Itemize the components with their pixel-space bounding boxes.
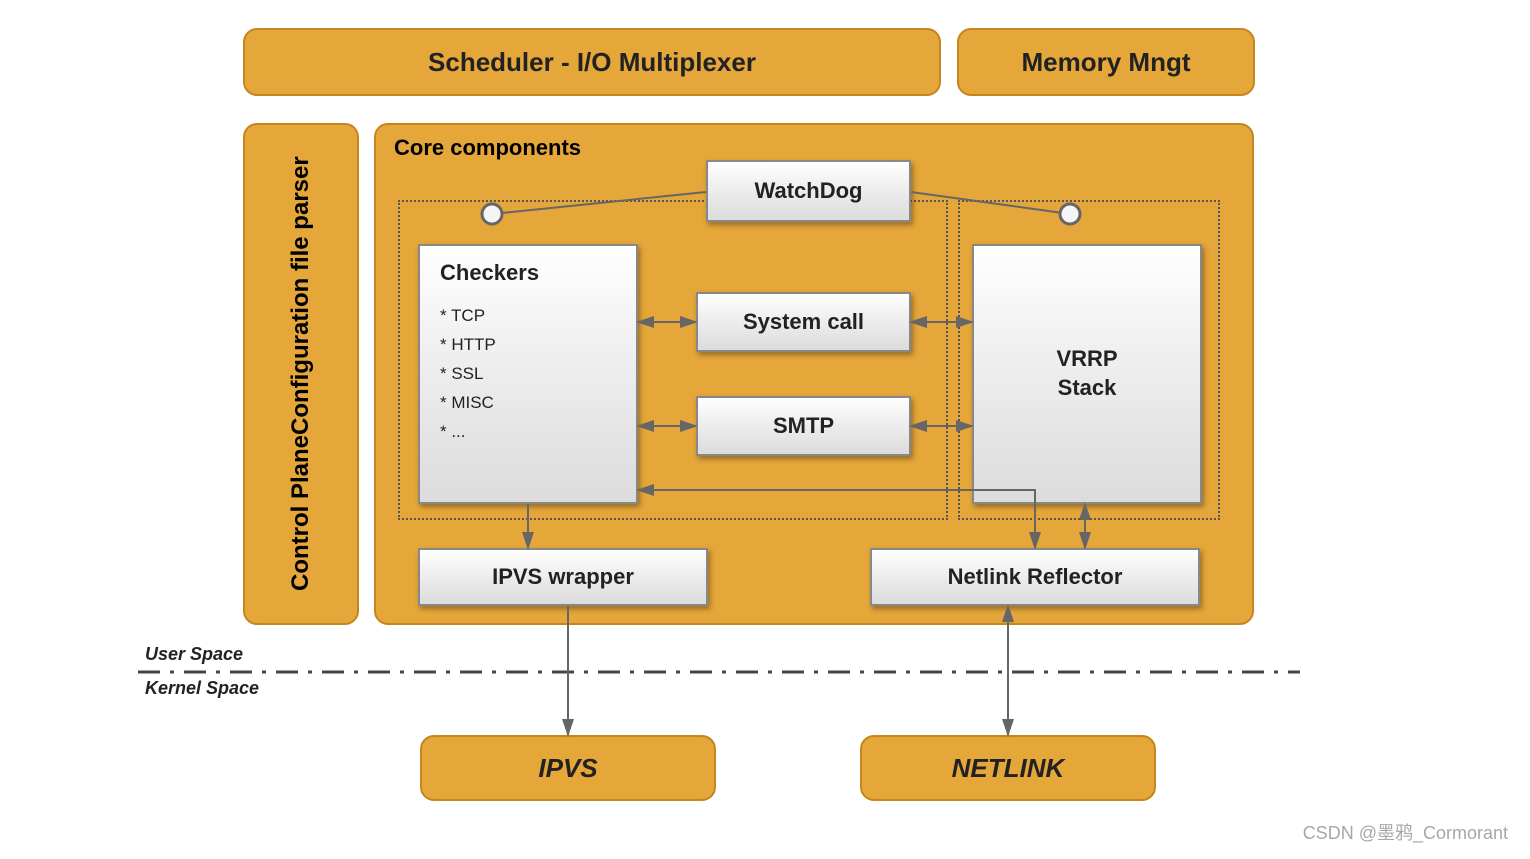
scheduler-label: Scheduler - I/O Multiplexer — [428, 47, 756, 78]
ipvs-box: IPVS — [420, 735, 716, 801]
checkers-list: * TCP * HTTP * SSL * MISC * ... — [440, 302, 616, 446]
system-call-box: System call — [696, 292, 911, 352]
checkers-title: Checkers — [440, 260, 616, 286]
list-item: * TCP — [440, 302, 616, 331]
memory-mngt-label: Memory Mngt — [1022, 47, 1191, 78]
ipvs-wrapper-box: IPVS wrapper — [418, 548, 708, 606]
user-space-label: User Space — [145, 644, 243, 665]
core-components-title: Core components — [394, 135, 581, 161]
netlink-reflector-label: Netlink Reflector — [948, 564, 1123, 590]
memory-mngt-box: Memory Mngt — [957, 28, 1255, 96]
list-item: * ... — [440, 418, 616, 447]
netlink-reflector-box: Netlink Reflector — [870, 548, 1200, 606]
system-call-label: System call — [743, 309, 864, 335]
netlink-label: NETLINK — [952, 753, 1065, 784]
control-plane-box: Control Plane Configuration file parser — [243, 123, 359, 625]
list-item: * HTTP — [440, 331, 616, 360]
watermark: CSDN @墨鸦_Cormorant — [1303, 819, 1508, 845]
list-item: * SSL — [440, 360, 616, 389]
vrrp-stack-box: VRRP Stack — [972, 244, 1202, 504]
vrrp-label-1: VRRP — [1056, 345, 1117, 374]
netlink-box: NETLINK — [860, 735, 1156, 801]
smtp-box: SMTP — [696, 396, 911, 456]
watchdog-label: WatchDog — [755, 178, 863, 204]
checkers-box: Checkers * TCP * HTTP * SSL * MISC * ... — [418, 244, 638, 504]
kernel-space-label: Kernel Space — [145, 678, 259, 699]
scheduler-box: Scheduler - I/O Multiplexer — [243, 28, 941, 96]
control-plane-label: Control Plane Configuration file parser — [245, 125, 357, 623]
ipvs-label: IPVS — [538, 753, 597, 784]
watchdog-box: WatchDog — [706, 160, 911, 222]
vrrp-label-2: Stack — [1058, 374, 1117, 403]
smtp-label: SMTP — [773, 413, 834, 439]
list-item: * MISC — [440, 389, 616, 418]
ipvs-wrapper-label: IPVS wrapper — [492, 564, 634, 590]
